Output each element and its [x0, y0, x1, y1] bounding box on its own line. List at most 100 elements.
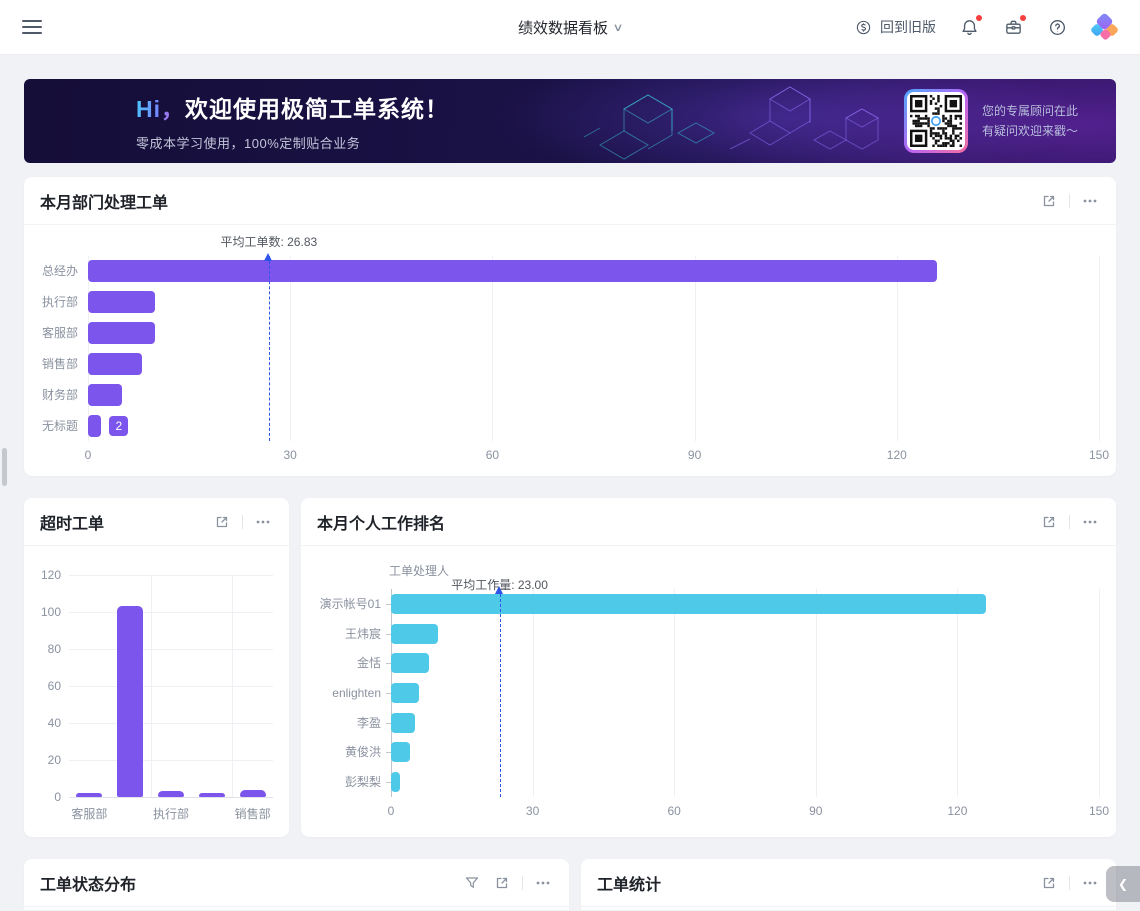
- expand-icon[interactable]: [492, 873, 512, 893]
- average-line-arrow: [264, 253, 273, 261]
- gridline: [69, 649, 273, 650]
- gridline: [69, 723, 273, 724]
- x-category-label: 执行部: [152, 807, 189, 821]
- history-icon: [852, 16, 874, 38]
- category-label: 金恬: [356, 656, 381, 671]
- category-label: 李盈: [356, 715, 381, 730]
- filter-icon[interactable]: [462, 873, 482, 893]
- x-tick-label: 30: [525, 804, 540, 818]
- category-label: 总经办: [41, 264, 78, 279]
- bar[interactable]: [88, 414, 102, 437]
- axis-tick: [386, 693, 391, 694]
- gridline: [492, 256, 494, 441]
- category-label: 彭梨梨: [344, 775, 381, 790]
- expand-icon[interactable]: [1039, 191, 1059, 211]
- qr-caption: 您的专属顾问在此 有疑问欢迎来戳～: [982, 101, 1078, 141]
- banner-consultant: 您的专属顾问在此 有疑问欢迎来戳～: [903, 89, 1078, 153]
- app-logo[interactable]: [1089, 12, 1120, 41]
- bar[interactable]: [88, 322, 156, 345]
- x-tick-label: 120: [947, 804, 968, 818]
- y-tick-label: 60: [47, 679, 61, 693]
- category-label: 销售部: [41, 356, 78, 371]
- gridline: [532, 589, 534, 797]
- dept-orders-card: 本月部门处理工单 0 30 60 90 120 150 总经办 执行部 客服部 销售部 财务部 无标题…: [24, 177, 1116, 476]
- dept-bar-chart: 0 30 60 90 120 150 总经办 执行部 客服部 销售部 财务部 无标题 2 平均工单数: 2…: [24, 225, 1116, 476]
- average-line-arrow: [495, 586, 504, 594]
- bar[interactable]: [88, 352, 142, 375]
- axis-tick: [386, 633, 391, 635]
- status-card-title: 工单状态分布: [40, 876, 137, 894]
- qr-caption-line1: 您的专属顾问在此: [981, 104, 1078, 118]
- x-tick-label: 120: [886, 448, 907, 462]
- dept-card-title: 本月部门处理工单: [40, 194, 169, 212]
- isometric-city-art: [583, 86, 880, 160]
- page-title: 绩效数据看板: [517, 19, 608, 37]
- more-icon[interactable]: [1080, 191, 1100, 211]
- gridline: [674, 589, 676, 797]
- back-to-old-version-button[interactable]: 回到旧版: [852, 16, 936, 38]
- axis-name-label: 工单处理人: [389, 564, 450, 578]
- bar[interactable]: [239, 789, 266, 797]
- gridline: [69, 797, 273, 798]
- back-to-old-version-label: 回到旧版: [880, 19, 936, 35]
- bar[interactable]: [391, 593, 986, 614]
- y-tick-label: 20: [47, 753, 61, 767]
- axis-tick: [386, 752, 391, 754]
- more-icon[interactable]: [1080, 873, 1100, 893]
- bar[interactable]: [88, 291, 156, 314]
- bar[interactable]: [76, 793, 103, 797]
- bar[interactable]: [198, 793, 225, 797]
- axis-tick: [386, 782, 391, 784]
- gridline: [69, 760, 273, 761]
- help-button[interactable]: [1046, 16, 1068, 38]
- expand-icon[interactable]: [212, 512, 232, 532]
- more-icon[interactable]: [1080, 512, 1100, 532]
- scrollbar-thumb[interactable]: [2, 448, 7, 486]
- notification-bell-button[interactable]: [958, 15, 982, 38]
- bar[interactable]: [391, 772, 401, 793]
- menu-button[interactable]: [22, 20, 42, 34]
- expand-icon[interactable]: [1039, 873, 1059, 893]
- gridline: [69, 575, 273, 576]
- gridline: [1099, 589, 1100, 797]
- category-label: 王炜宸: [344, 626, 381, 641]
- bar[interactable]: [88, 260, 938, 283]
- bar[interactable]: [391, 683, 420, 703]
- gridline: [69, 612, 273, 613]
- bar[interactable]: [391, 712, 415, 733]
- category-label: 无标题: [41, 418, 78, 433]
- stats-card-header: 工单统计: [581, 859, 1116, 907]
- order-stats-card: 工单统计: [581, 859, 1116, 910]
- bar[interactable]: [391, 623, 439, 644]
- expand-icon[interactable]: [1039, 512, 1059, 532]
- gridline: [957, 589, 959, 797]
- bar[interactable]: [158, 791, 184, 797]
- x-tick-label: 30: [283, 448, 297, 462]
- banner-subtitle: 零成本学习使用，100%定制贴合业务: [136, 136, 361, 151]
- x-tick-label: 150: [1088, 804, 1110, 818]
- banner-hi: Hi，: [136, 96, 185, 122]
- gridline: [896, 256, 898, 441]
- more-icon[interactable]: [253, 512, 273, 532]
- bar[interactable]: [88, 383, 122, 406]
- bar[interactable]: [391, 653, 429, 674]
- category-label: enlighten: [332, 686, 381, 700]
- app-header: 绩效数据看板 ∨ 回到旧版: [0, 0, 1140, 55]
- bar[interactable]: [391, 742, 410, 763]
- gridline: [290, 256, 292, 441]
- personal-ranking-card: 本月个人工作排名 0 30 60 90 120 150 演示帐号01 王炜宸 金恬 enlight…: [301, 498, 1116, 837]
- bar[interactable]: [117, 606, 144, 797]
- gridline: [1099, 256, 1100, 441]
- average-label: 平均工作量: 23.00: [451, 578, 548, 592]
- panel-collapse-handle[interactable]: ❮: [1106, 866, 1140, 902]
- value-label: 2: [109, 415, 129, 436]
- overtime-card-header: 超时工单: [24, 498, 289, 546]
- more-icon[interactable]: [533, 873, 553, 893]
- x-tick-label: 90: [809, 804, 823, 818]
- workbench-button[interactable]: [1002, 15, 1026, 38]
- x-tick-label: 60: [667, 804, 681, 818]
- dept-card-header: 本月部门处理工单: [24, 177, 1116, 225]
- dashboard-title-dropdown[interactable]: 绩效数据看板 ∨: [517, 17, 624, 38]
- axis-tick: [386, 663, 391, 665]
- gridline: [815, 589, 817, 797]
